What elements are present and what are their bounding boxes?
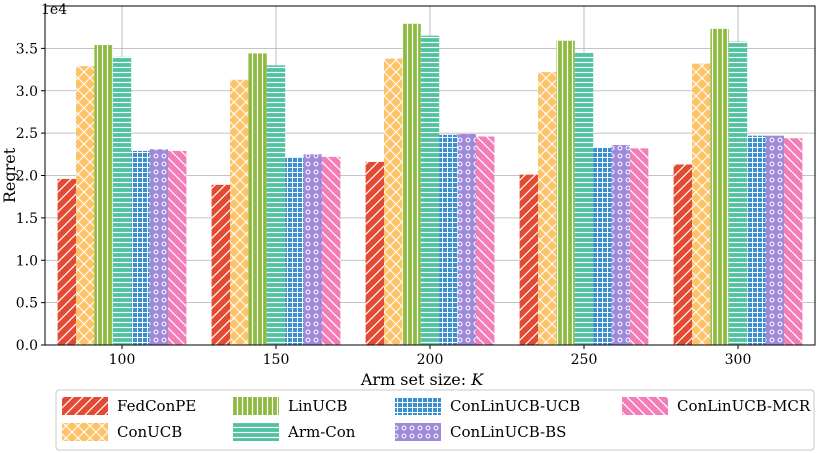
bar-linucb-100	[94, 44, 113, 346]
y-tick-label: 1.5	[16, 211, 38, 227]
bar-conlinucb-ucb-150	[285, 157, 304, 345]
legend-item-conlinucb-mcr: ConLinUCB-MCR	[622, 397, 811, 415]
bar-arm-con-250	[574, 52, 594, 346]
x-axis-label-text: Arm set size:	[360, 370, 471, 389]
bar-conucb-200	[384, 58, 403, 346]
legend-item-conlinucb-bs: ConLinUCB-BS	[395, 423, 566, 441]
legend: FedConPE ConUCB LinUCB Arm-Con ConLinUCB-UCB…	[55, 389, 815, 451]
y-tick-label: 1.0	[16, 253, 38, 269]
legend-label: ConLinUCB-BS	[450, 423, 566, 441]
bar-arm-con-200	[420, 35, 440, 345]
bar-conucb-250	[538, 72, 557, 345]
bar-conlinucb-ucb-250	[593, 147, 612, 345]
x-axis-label-variable: K	[470, 370, 484, 389]
y-tick-label: 3.0	[16, 84, 38, 100]
x-tick-label: 100	[109, 352, 136, 368]
bar-conucb-100	[76, 66, 95, 346]
x-axis-label: Arm set size: K	[360, 370, 484, 389]
bar-fedconpe-250	[519, 174, 538, 345]
bar-fedconpe-100	[57, 178, 76, 345]
bar-conucb-150	[230, 79, 249, 346]
bar-arm-con-150	[266, 65, 286, 345]
bar-conlinucb-mcr-250	[630, 148, 649, 345]
y-tick-label: 2.5	[16, 126, 38, 142]
x-tick-label: 300	[725, 352, 752, 368]
y-axis-multiplier: 1e4	[41, 2, 67, 18]
legend-item-fedconpe: FedConPE	[62, 397, 196, 415]
legend-item-conucb: ConUCB	[62, 423, 182, 441]
x-tick-label: 250	[571, 352, 598, 368]
legend-label: ConLinUCB-UCB	[450, 397, 580, 415]
bar-linucb-300	[710, 28, 729, 345]
x-axis-ticks: 100 150 200 250 300	[109, 345, 752, 368]
bar-arm-con-300	[728, 41, 748, 345]
bar-conlinucb-bs-250	[611, 144, 630, 345]
bar-conlinucb-ucb-300	[747, 135, 766, 345]
bar-arm-con-100	[112, 56, 132, 345]
bar-conlinucb-mcr-200	[476, 136, 495, 345]
bar-linucb-250	[556, 40, 575, 346]
x-tick-label: 150	[263, 352, 290, 368]
y-tick-label: 0.5	[16, 296, 38, 312]
bar-linucb-150	[248, 53, 267, 346]
bar-fedconpe-200	[365, 161, 384, 345]
bar-conlinucb-bs-300	[765, 135, 784, 345]
y-tick-label: 3.5	[16, 41, 38, 57]
y-axis-ticks: 0.0 0.5 1.0 1.5 2.0 2.5 3.0 3.5	[16, 41, 45, 354]
bar-conlinucb-bs-150	[303, 154, 322, 345]
bar-conlinucb-mcr-300	[784, 138, 803, 345]
y-tick-label: 2.0	[16, 169, 38, 185]
legend-item-conlinucb-ucb: ConLinUCB-UCB	[395, 397, 580, 415]
bar-conlinucb-ucb-100	[131, 150, 150, 345]
bar-linucb-200	[402, 23, 421, 346]
legend-item-linucb: LinUCB	[233, 397, 348, 415]
bar-conlinucb-mcr-150	[322, 156, 341, 345]
y-tick-label: 0.0	[16, 338, 38, 354]
legend-label: Arm-Con	[287, 423, 356, 441]
legend-label: ConUCB	[117, 423, 182, 441]
bar-conlinucb-ucb-200	[439, 134, 458, 345]
bar-conlinucb-bs-200	[457, 133, 476, 345]
legend-label: ConLinUCB-MCR	[677, 397, 811, 415]
bar-conlinucb-bs-100	[149, 149, 168, 345]
bar-conucb-300	[692, 63, 711, 345]
y-axis-label: Regret	[0, 147, 19, 203]
bar-conlinucb-mcr-100	[168, 150, 187, 345]
bars	[57, 23, 803, 346]
legend-label: FedConPE	[117, 397, 196, 415]
bar-fedconpe-300	[673, 164, 692, 345]
x-tick-label: 200	[417, 352, 444, 368]
legend-item-arm-con: Arm-Con	[233, 423, 356, 441]
legend-label: LinUCB	[288, 397, 348, 415]
bar-fedconpe-150	[211, 184, 230, 345]
